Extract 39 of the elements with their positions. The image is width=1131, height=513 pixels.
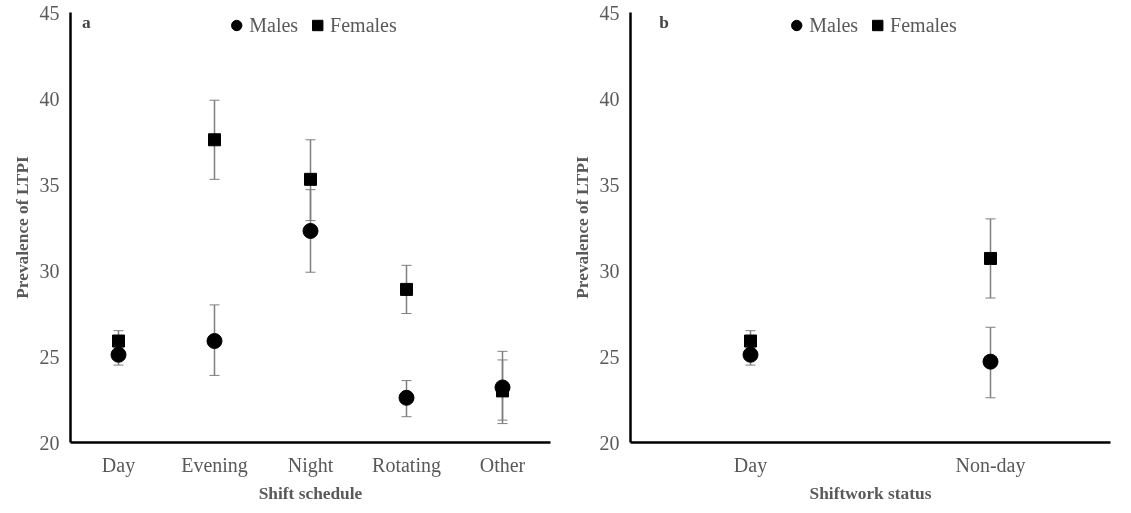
x-tick-label: Night [287,453,334,477]
y-tick-label: 40 [599,87,620,110]
y-tick-label: 35 [39,173,60,196]
annotation: a [82,12,92,32]
x-tick-label: Non-day [955,453,1026,477]
y-axis-title: Prevalence of LTPI [12,156,32,299]
point [984,251,997,265]
y-tick-label: 35 [599,173,620,196]
y-tick-label: 30 [599,259,620,282]
legend-label: Males [809,12,859,38]
point [208,133,221,147]
y-tick-label: 20 [39,431,60,454]
x-axis-title: Shift schedule [258,483,363,503]
legend-label: Males [249,12,299,38]
point [982,353,999,370]
legend-label: Females [890,12,957,38]
x-tick-label: Rotating [372,453,441,477]
point [302,222,319,239]
point [112,334,125,348]
y-tick-label: 30 [39,259,60,282]
legend-label: Females [330,12,397,38]
x-tick-label: Day [101,453,136,477]
y-tick-label: 40 [39,87,60,110]
y-tick-label: 25 [39,345,60,368]
y-tick-label: 45 [39,1,60,24]
point [400,282,413,296]
point [206,333,223,350]
point [304,172,317,186]
x-tick-label: Evening [181,453,248,477]
y-tick-label: 25 [599,345,620,368]
point [744,334,757,348]
x-tick-label: Day [733,453,768,477]
y-axis-title: Prevalence of LTPI [572,156,592,299]
y-tick-label: 20 [599,431,620,454]
annotation: b [659,12,669,32]
x-axis-title: Shiftwork status [809,483,932,503]
point [398,389,415,406]
y-tick-label: 45 [599,1,620,24]
x-tick-label: Other [479,453,526,476]
